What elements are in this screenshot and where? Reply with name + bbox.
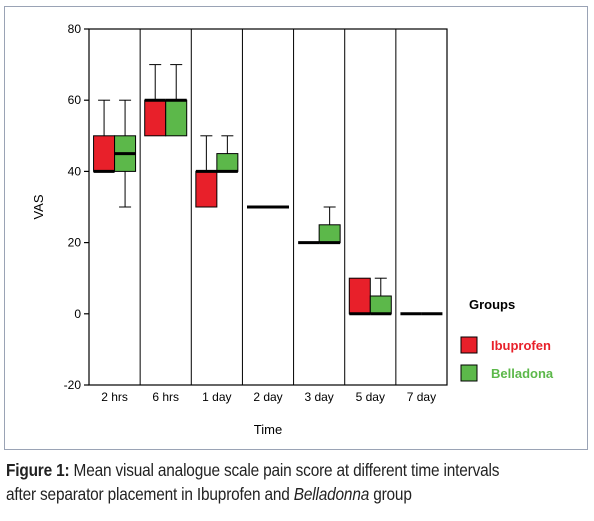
y-tick-label: 60 <box>68 93 82 107</box>
box-belladona <box>318 224 341 244</box>
x-tick-label: 1 day <box>202 390 231 404</box>
x-tick-label: 2 day <box>253 390 282 404</box>
box-ibuprofen <box>144 99 167 137</box>
y-axis-label: VAS <box>31 194 46 219</box>
box-ibuprofen <box>93 135 116 172</box>
x-axis-label: Time <box>254 422 282 437</box>
box-ibuprofen <box>195 170 218 208</box>
x-tick-label: 5 day <box>356 390 385 404</box>
caption-label: Figure 1: <box>6 460 70 480</box>
plot-area <box>88 28 448 386</box>
legend-label-belladona: Belladona <box>491 366 554 381</box>
y-tick-label: 0 <box>74 307 81 321</box>
legend-swatch-belladona <box>460 364 478 382</box>
y-tick-label: 80 <box>68 22 82 36</box>
caption-italic: Belladonna <box>293 484 370 504</box>
box-belladona <box>369 295 392 315</box>
y-tick-label: -20 <box>64 378 82 392</box>
caption-text-1: Mean visual analogue scale pain score at… <box>6 460 500 504</box>
y-tick-label: 40 <box>68 164 82 178</box>
x-tick-label: 2 hrs <box>101 390 128 404</box>
caption-text-2: group <box>369 484 412 504</box>
legend-title: Groups <box>469 297 515 312</box>
boxplot-chart: -20 0 20 40 60 80 VAS 2 hrs 6 hrs 1 day 2 day 3 day… <box>31 22 554 437</box>
box-ibuprofen <box>348 277 371 315</box>
figure-caption: Figure 1: Mean visual analogue scale pai… <box>6 458 520 506</box>
figure-frame: -20 0 20 40 60 80 VAS 2 hrs 6 hrs 1 day 2 day 3 day… <box>4 6 588 450</box>
x-tick-label: 7 day <box>407 390 436 404</box>
box-belladona <box>165 99 188 137</box>
x-tick-label: 6 hrs <box>152 390 179 404</box>
x-tick-label: 3 day <box>304 390 333 404</box>
y-tick-label: 20 <box>68 236 82 250</box>
legend-swatch-ibuprofen <box>460 336 478 354</box>
box-belladona <box>216 153 239 172</box>
legend-label-ibuprofen: Ibuprofen <box>491 338 551 353</box>
